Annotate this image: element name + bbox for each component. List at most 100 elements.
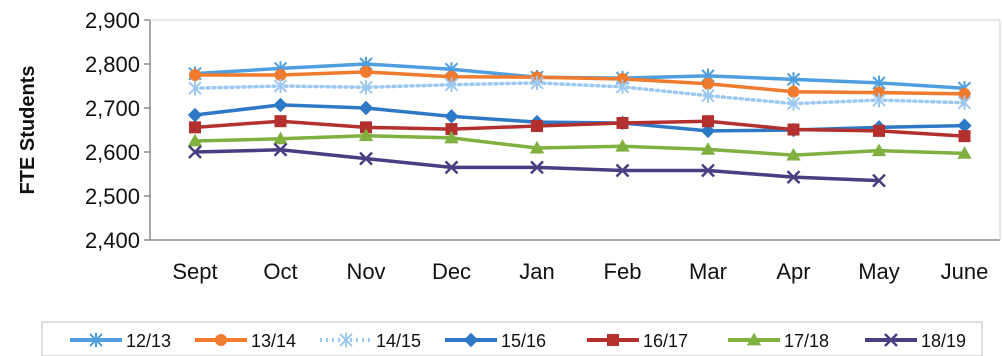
x-tick-label: May (858, 259, 900, 284)
legend-swatch-marker (884, 333, 898, 347)
y-tick-label: 2,700 (85, 96, 140, 121)
y-tick-label: 2,900 (85, 8, 140, 33)
series-line (193, 70, 967, 96)
data-point (445, 123, 458, 136)
data-point (957, 146, 972, 159)
legend-item: 16/17 (587, 331, 688, 351)
x-tick-label: Feb (604, 259, 642, 284)
data-point (273, 131, 288, 145)
legend-label: 14/15 (376, 331, 421, 351)
data-point (957, 118, 972, 133)
data-point (958, 130, 971, 143)
data-point (444, 77, 459, 92)
data-point (529, 140, 545, 154)
series-12-13 (188, 56, 972, 96)
data-point (702, 115, 714, 128)
data-point (360, 121, 372, 134)
y-axis: 2,400 2,500 2,600 2,700 2,800 2,900 (85, 8, 151, 253)
data-point (701, 88, 715, 103)
legend-swatch-marker (89, 332, 103, 348)
data-point (445, 70, 458, 83)
y-axis-label: FTE Students (17, 66, 39, 195)
data-point (786, 96, 801, 111)
data-point (615, 79, 630, 95)
data-point (871, 143, 887, 157)
legend-swatch-marker (746, 332, 762, 346)
legend-item: 15/16 (445, 331, 546, 351)
data-point (531, 120, 543, 133)
legend-label: 12/13 (126, 331, 171, 351)
data-point (444, 109, 459, 124)
data-point (188, 81, 202, 96)
data-point (273, 142, 288, 157)
data-point (530, 75, 544, 91)
legend-item: 17/18 (728, 331, 829, 351)
data-point (957, 95, 972, 110)
legend-label: 13/14 (251, 331, 296, 351)
data-point (873, 86, 885, 99)
y-tick-label: 2,400 (85, 228, 140, 253)
legend-item: 12/13 (70, 331, 171, 351)
data-point (872, 173, 886, 188)
x-tick-label: Mar (689, 259, 727, 284)
data-point (872, 92, 886, 108)
legend-item: 14/15 (320, 331, 421, 351)
legend-swatch-marker (607, 334, 619, 346)
data-point (786, 147, 801, 161)
data-point (360, 65, 372, 78)
x-tick-label: June (941, 259, 989, 284)
plot-lines (187, 56, 972, 188)
data-point (187, 107, 203, 123)
y-tick-label: 2,600 (85, 140, 140, 165)
x-tick-label: Apr (776, 259, 810, 284)
series-line (193, 133, 967, 157)
data-point (187, 133, 203, 147)
data-point (274, 69, 287, 81)
y-tick-label: 2,500 (85, 184, 140, 209)
legend-label: 16/17 (643, 331, 688, 351)
data-point (786, 72, 801, 87)
data-point (358, 100, 374, 116)
data-point (189, 69, 201, 81)
x-tick-label: Oct (263, 259, 297, 284)
data-point (530, 160, 544, 175)
data-point (615, 139, 630, 152)
series-line (193, 103, 967, 133)
series-16-17 (189, 115, 971, 143)
data-point (273, 78, 288, 94)
series-line (193, 81, 967, 106)
series-18-19 (188, 142, 886, 188)
x-axis: Sept Oct Nov Dec Jan Feb Mar Apr May June (150, 19, 1001, 284)
data-point (787, 123, 800, 136)
data-point (444, 130, 459, 144)
legend-label: 18/19 (921, 331, 966, 351)
data-point (274, 115, 287, 128)
series-17-18 (187, 128, 972, 161)
data-point (615, 163, 630, 178)
data-point (701, 163, 715, 178)
data-point (958, 87, 971, 100)
x-tick-label: Sept (172, 259, 217, 284)
legend-swatch-marker (339, 332, 353, 348)
data-point (188, 145, 202, 159)
y-tick-label: 2,800 (85, 52, 140, 77)
legend-label: 17/18 (784, 331, 829, 351)
legend-item: 13/14 (195, 331, 296, 351)
data-point (359, 151, 373, 166)
legend-swatch-marker (215, 334, 227, 346)
data-point (873, 124, 885, 137)
x-tick-label: Nov (346, 259, 385, 284)
legend: 12/13 13/14 14/15 15/16 16/17 17/18 18/19 (41, 321, 983, 356)
data-point (189, 121, 201, 134)
series-14-15 (188, 75, 972, 111)
data-point (787, 85, 800, 98)
data-point (700, 142, 716, 155)
data-point (702, 77, 714, 90)
legend-swatch-marker (463, 332, 479, 348)
data-point (616, 116, 629, 129)
series-13-14 (189, 65, 971, 100)
data-point (359, 80, 373, 95)
data-point (444, 160, 459, 175)
